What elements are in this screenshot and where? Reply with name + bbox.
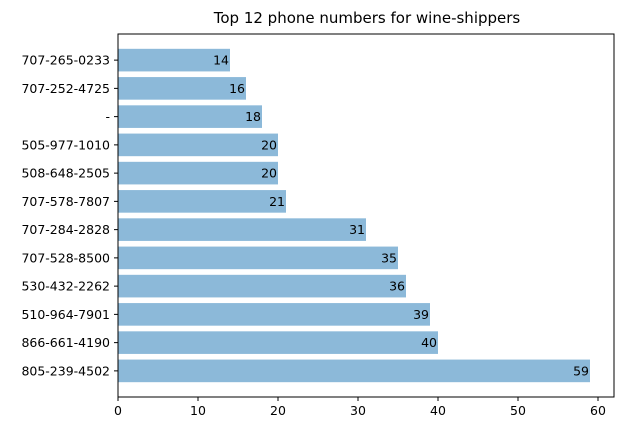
bar-10 (118, 77, 246, 100)
bar-11 (118, 48, 230, 72)
y-tick-label: 510-964-7901 (21, 307, 110, 322)
bar-7 (118, 161, 278, 185)
y-tick-label: 508-648-2505 (21, 166, 110, 181)
y-tick-label: 866-661-4190 (21, 335, 110, 350)
bar-1 (118, 331, 438, 354)
data-label: 16 (229, 81, 245, 96)
x-tick-label: 0 (114, 403, 122, 418)
data-label: 18 (245, 109, 261, 124)
bar-3 (118, 274, 406, 298)
y-tick-label: 707-578-7807 (21, 194, 110, 209)
data-label: 35 (381, 250, 397, 265)
data-label: 31 (349, 222, 365, 237)
data-label: 20 (261, 137, 277, 152)
y-tick-label: 707-265-0233 (21, 53, 110, 68)
bar-4 (118, 246, 398, 270)
y-tick-label: 805-239-4502 (21, 363, 110, 378)
bar-0 (118, 359, 590, 383)
data-label: 36 (389, 279, 405, 294)
chart-title: Top 12 phone numbers for wine-shippers (213, 9, 521, 27)
x-axis-ticks: 0 10 20 30 40 50 60 (114, 397, 606, 418)
y-tick-label: - (105, 109, 110, 124)
x-tick-label: 30 (350, 403, 366, 418)
y-tick-label: 707-284-2828 (21, 222, 110, 237)
x-tick-label: 10 (190, 403, 206, 418)
y-tick-label: 707-252-4725 (21, 81, 110, 96)
x-tick-label: 40 (430, 403, 446, 418)
x-tick-label: 20 (270, 403, 286, 418)
y-tick-label: 707-528-8500 (21, 250, 110, 265)
data-label: 59 (573, 363, 589, 378)
bar-2 (118, 303, 430, 326)
x-tick-label: 50 (510, 403, 526, 418)
bar-9 (118, 105, 262, 128)
y-tick-label: 505-977-1010 (21, 137, 110, 152)
bar-8 (118, 133, 278, 157)
bar-5 (118, 218, 366, 241)
data-label: 39 (413, 307, 429, 322)
y-axis-ticks: 805-239-4502 866-661-4190 510-964-7901 530-… (21, 53, 118, 378)
data-label: 20 (261, 166, 277, 181)
data-label: 21 (269, 194, 285, 209)
data-label: 14 (213, 53, 229, 68)
bar-6 (118, 190, 286, 213)
plot-frame (117, 33, 615, 398)
data-label: 40 (421, 335, 437, 350)
y-tick-label: 530-432-2262 (21, 279, 110, 294)
x-tick-label: 60 (590, 403, 606, 418)
